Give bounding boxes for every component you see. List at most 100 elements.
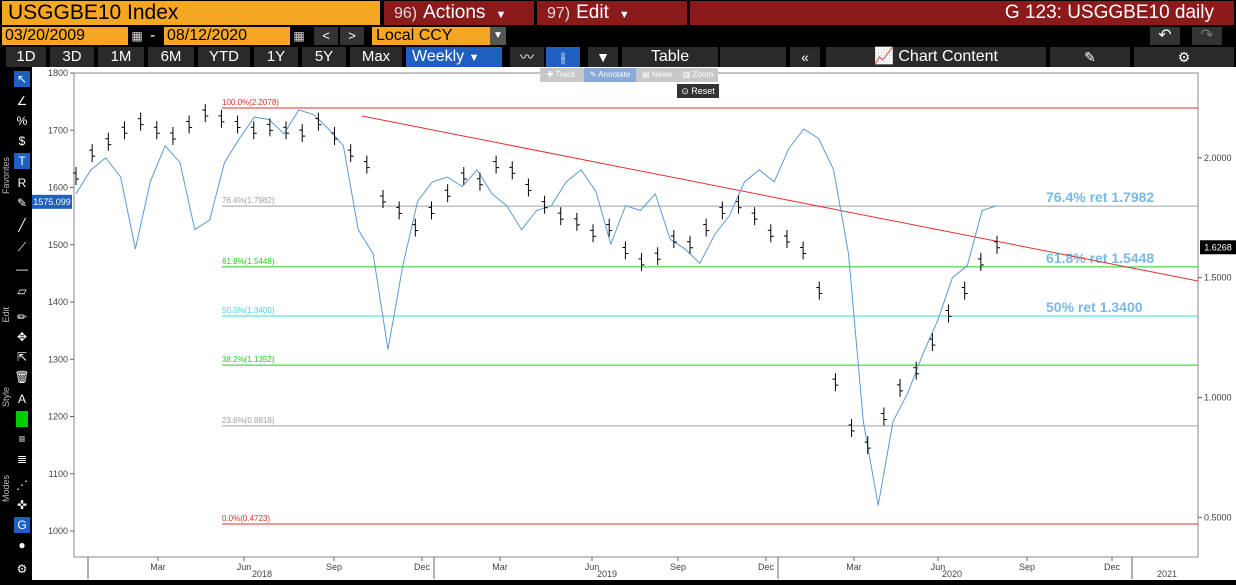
edit-menu[interactable]: 97) Edit ▼	[537, 1, 687, 25]
frequency-select[interactable]: Weekly ▼	[406, 47, 502, 67]
retracement-annotation: 50% ret 1.3400	[1046, 299, 1143, 315]
edit-label: Edit	[576, 2, 609, 23]
news-label: News	[651, 70, 672, 79]
period-1d[interactable]: 1D	[6, 47, 46, 67]
left-axis-label: 1300	[48, 354, 68, 364]
year-label: 2018	[252, 569, 272, 579]
price-chart[interactable]: 1000 1100 1200 1300 1400 1500 1600 1700 1800 1575…	[32, 67, 1236, 580]
trash-icon[interactable]: 🗑	[14, 370, 30, 384]
x-axis-label: Jun	[931, 562, 946, 572]
next-period-button[interactable]: >	[340, 27, 364, 45]
x-axis-label: Mar	[846, 562, 862, 572]
chart-content-button[interactable]: 📈 Chart Content	[826, 47, 1046, 67]
date-range-bar: 03/20/2009 ▦ - 08/12/2020 ▦ < > Local CC…	[0, 27, 1236, 46]
chart-area[interactable]: 1000 1100 1200 1300 1400 1500 1600 1700 1800 1575…	[32, 67, 1236, 580]
period-3d[interactable]: 3D	[50, 47, 94, 67]
x-axis-label: Sep	[326, 562, 342, 572]
line-tool-icon[interactable]: ∠	[16, 94, 28, 108]
chevron-down-icon: ▼	[495, 9, 507, 21]
zoom-label: Zoom	[692, 70, 714, 79]
line-chart-icon[interactable]: 〰	[510, 47, 544, 67]
calendar-icon[interactable]: ▦	[131, 29, 143, 43]
chevron-down-icon: ▼	[618, 9, 630, 21]
currency-select[interactable]: Local CCY	[372, 27, 490, 45]
actions-label: Actions	[423, 2, 486, 23]
reset-button[interactable]: ⊙ Reset	[677, 84, 719, 98]
collapse-icon[interactable]: «	[790, 47, 820, 67]
horizontal-line-icon[interactable]: —	[16, 262, 28, 276]
fib-level-label: 76.4%(1.7982)	[222, 196, 275, 205]
period-max[interactable]: Max	[350, 47, 402, 67]
channel-icon[interactable]: ▱	[17, 284, 27, 298]
zoom-button[interactable]: ▥ Zoom	[682, 70, 714, 79]
trend-line-icon[interactable]: ╱	[18, 218, 26, 232]
table-button[interactable]: Table	[622, 47, 718, 67]
chevron-down-icon[interactable]: ▼	[490, 27, 506, 45]
fib-level-label: 50.0%(1.3400)	[222, 306, 275, 315]
news-button[interactable]: ▤ News	[642, 70, 672, 79]
annotate-button[interactable]: ✎ Annotate	[584, 68, 636, 82]
frequency-label: Weekly	[412, 48, 465, 65]
start-date-input[interactable]: 03/20/2009	[2, 27, 128, 45]
regression-icon[interactable]: R	[17, 176, 27, 190]
calendar-icon[interactable]: ▦	[293, 29, 305, 43]
gear-icon[interactable]: ⚙	[1134, 47, 1234, 67]
retracement-annotation: 76.4% ret 1.7982	[1046, 189, 1154, 205]
last-value-left-label: 1575.099	[33, 197, 71, 207]
right-axis-label: 1.5000	[1204, 273, 1232, 283]
period-1y[interactable]: 1Y	[254, 47, 298, 67]
pen-icon[interactable]: ✎	[16, 196, 28, 210]
line-weight-icon[interactable]: ≡	[18, 432, 26, 446]
sidebar-label-modes: Modes	[1, 475, 11, 503]
graph-title: G 123: USGGBE10 daily	[690, 1, 1234, 25]
snap-mode-icon[interactable]: G	[14, 517, 30, 533]
end-date-input[interactable]: 08/12/2020	[164, 27, 290, 45]
actions-menu[interactable]: 96) Actions ▼	[384, 1, 534, 25]
last-value-right-badge	[1200, 240, 1236, 255]
color-swatch[interactable]	[16, 411, 28, 427]
track-button[interactable]: ✚ Track	[546, 70, 576, 79]
color-mode-icon[interactable]: ●	[18, 538, 26, 552]
year-label: 2019	[597, 569, 617, 579]
plot-frame	[73, 72, 1199, 558]
pencil-icon[interactable]: ✏	[16, 310, 28, 324]
x-axis-label: Sep	[670, 562, 686, 572]
date-separator: -	[150, 27, 156, 44]
line-style-icon[interactable]: ≣	[16, 452, 28, 466]
period-6m[interactable]: 6M	[148, 47, 194, 67]
x-axis-label: Mar	[492, 562, 508, 572]
dotted-line-icon[interactable]: ⋰	[16, 478, 28, 492]
period-5y[interactable]: 5Y	[302, 47, 346, 67]
fib-level-label: 100.0%(2.2078)	[222, 98, 279, 107]
settings-icon[interactable]: ⚙	[16, 562, 28, 576]
x-axis-label: Jun	[237, 562, 252, 572]
period-ytd[interactable]: YTD	[198, 47, 250, 67]
fib-tool-icon[interactable]: T	[14, 153, 30, 169]
fib-level-label: 23.6%(0.8818)	[222, 416, 275, 425]
pointer-move-icon[interactable]: ⇱	[16, 350, 28, 364]
bar-chart-icon[interactable]: ⫲	[546, 47, 580, 67]
crosshair-icon[interactable]: ✜	[16, 498, 28, 512]
left-axis-label: 1200	[48, 412, 68, 422]
last-value-left-badge	[32, 194, 72, 209]
period-1m[interactable]: 1M	[98, 47, 144, 67]
x-axis-label: Dec	[758, 562, 775, 572]
x-axis-label: Sep	[1019, 562, 1035, 572]
retracement-annotation: 61.8% ret 1.5448	[1046, 250, 1154, 266]
move-icon[interactable]: ✥	[16, 330, 28, 344]
undo-icon[interactable]: ↶	[1150, 27, 1180, 45]
blue-series-line	[75, 109, 998, 506]
ticker-field[interactable]: USGGBE10 Index	[2, 1, 380, 25]
prev-period-button[interactable]: <	[314, 27, 338, 45]
edit-pencil-icon[interactable]: ✎	[1050, 47, 1130, 67]
fib-percent-icon[interactable]: %	[16, 114, 28, 128]
cursor-icon[interactable]: ↖	[14, 71, 30, 87]
fib-dollar-icon[interactable]: $	[18, 134, 26, 148]
segment-icon[interactable]: ⟋	[17, 240, 27, 254]
text-style-icon[interactable]: A	[17, 392, 26, 406]
fib-level-label: 0.0%(0.4723)	[222, 514, 270, 523]
redo-icon[interactable]: ↷	[1192, 27, 1222, 45]
annotate-label: Annotate	[598, 70, 631, 79]
chevron-down-icon[interactable]: ▼	[588, 47, 618, 67]
chart-content-label: Chart Content	[898, 48, 998, 65]
